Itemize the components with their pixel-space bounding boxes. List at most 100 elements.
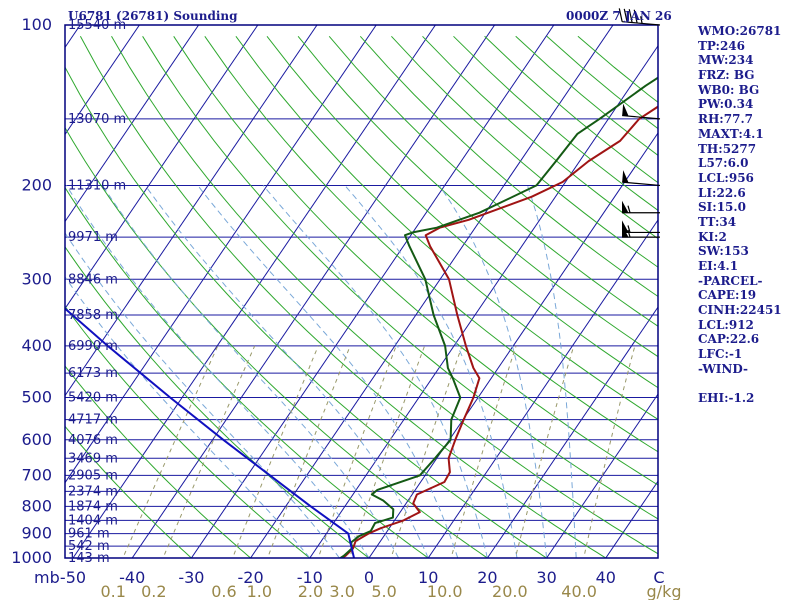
mixing-ratio-tick-label: 20.0 bbox=[492, 582, 528, 600]
temperature-tick-label: 30 bbox=[536, 568, 556, 587]
wind-barb bbox=[622, 170, 661, 187]
dry-adiabat-line bbox=[65, 66, 548, 558]
moist-adiabat-line bbox=[101, 185, 400, 558]
index-item: LCL:956 bbox=[698, 170, 754, 185]
height-label: 6990 m bbox=[68, 339, 118, 354]
index-item: -WIND- bbox=[698, 361, 748, 376]
parcel-trace bbox=[65, 307, 356, 558]
moist-adiabat-line bbox=[65, 185, 370, 558]
index-item: CINH:22451 bbox=[698, 303, 782, 318]
pressure-tick-label: 200 bbox=[21, 175, 52, 194]
isotherm-line bbox=[131, 25, 496, 558]
index-item: KI:2 bbox=[698, 229, 727, 244]
plot-frame bbox=[64, 24, 659, 559]
dry-adiabat-line bbox=[65, 246, 370, 558]
dry-adiabat-line bbox=[173, 36, 658, 486]
temperature-trace bbox=[340, 105, 658, 558]
index-item: CAPE:19 bbox=[698, 288, 757, 303]
height-label: 4076 m bbox=[68, 433, 118, 448]
height-label: 9971 m bbox=[68, 230, 118, 245]
index-item: TP:246 bbox=[698, 38, 746, 53]
index-item: MW:234 bbox=[698, 53, 754, 68]
mixing-ratio-tick-label: 1.0 bbox=[247, 582, 272, 600]
mixing-ratio-line bbox=[122, 345, 219, 558]
mixing-ratio-line bbox=[317, 345, 397, 558]
index-item: SW:153 bbox=[698, 244, 749, 259]
mixing-ratio-line bbox=[267, 345, 351, 558]
index-item: RH:77.7 bbox=[698, 112, 753, 127]
temperature-tick-label: 20 bbox=[477, 568, 497, 587]
wind-barb bbox=[622, 103, 661, 120]
index-item: EI:4.1 bbox=[698, 259, 739, 273]
moist-adiabat-line bbox=[65, 276, 311, 558]
index-item: LCL:912 bbox=[698, 317, 754, 332]
isotherm-line bbox=[545, 393, 658, 558]
station-title: U6781 (26781) Sounding bbox=[68, 9, 238, 23]
index-item: LI:22.6 bbox=[698, 185, 746, 200]
mixing-ratio-tick-label: 40.0 bbox=[561, 582, 597, 600]
isotherm-line bbox=[190, 25, 555, 558]
height-label: 11310 m bbox=[68, 178, 126, 193]
dry-adiabat-line bbox=[65, 126, 489, 558]
mixing-ratio-tick-label: 0.2 bbox=[141, 582, 166, 600]
height-label: 961 m bbox=[68, 527, 110, 542]
dry-adiabat-line bbox=[79, 36, 607, 558]
wind-barb bbox=[622, 200, 660, 214]
mixing-ratio-line bbox=[514, 345, 575, 558]
pressure-tick-label: 400 bbox=[21, 336, 52, 355]
dry-adiabat-line bbox=[297, 35, 658, 358]
dry-adiabat-line bbox=[111, 36, 658, 555]
height-label: 13070 m bbox=[68, 112, 126, 127]
height-label: 2905 m bbox=[68, 468, 118, 483]
height-label: 3469 m bbox=[68, 451, 118, 466]
index-item: -PARCEL- bbox=[698, 273, 763, 288]
index-item: EHI:-1.2 bbox=[698, 391, 755, 406]
mixing-ratio-tick-label: 2.0 bbox=[298, 582, 323, 600]
height-label: 8846 m bbox=[68, 272, 118, 287]
dry-adiabat-line bbox=[359, 35, 658, 298]
index-item: TT:34 bbox=[698, 214, 737, 229]
dry-adiabat-line bbox=[235, 36, 658, 420]
mixing-ratio-tick-label: 0.6 bbox=[211, 582, 236, 600]
height-label: 542 m bbox=[68, 539, 110, 554]
temperature-axis-end-label: C bbox=[653, 568, 664, 587]
temperature-tick-label: 0 bbox=[364, 568, 374, 587]
mixing-ratio-tick-label: 0.1 bbox=[101, 582, 126, 600]
isotherm-line bbox=[65, 25, 377, 484]
isotherm-line bbox=[486, 306, 658, 558]
isotherm-line bbox=[249, 25, 614, 558]
index-item: MAXT:4.1 bbox=[698, 126, 764, 141]
sounding-time: 0000Z 7 JAN 26 bbox=[566, 9, 672, 23]
mixing-ratio-unit-label: g/kg bbox=[647, 582, 682, 600]
index-item: CAP:22.6 bbox=[698, 332, 760, 347]
dry-adiabat-line bbox=[328, 35, 658, 327]
dry-adiabat-line bbox=[142, 36, 658, 520]
height-label: 143 m bbox=[68, 551, 110, 566]
mixing-ratio-tick-label: 10.0 bbox=[427, 582, 463, 600]
dewpoint-trace bbox=[338, 76, 658, 558]
moist-adiabat-line bbox=[197, 185, 459, 558]
isotherm-line bbox=[65, 25, 141, 136]
mixing-ratio-line bbox=[450, 345, 517, 558]
mixing-ratio-tick-label: 3.0 bbox=[329, 582, 354, 600]
moist-adiabat-line bbox=[438, 185, 548, 558]
isotherm-line bbox=[0, 13, 29, 569]
dry-adiabat-line bbox=[204, 36, 658, 453]
index-item: L57:6.0 bbox=[698, 156, 749, 171]
stability-indices-panel: WMO:26781 TP:246 MW:234 FRZ: BG WB0: BG PW:0.… bbox=[698, 24, 782, 406]
height-label: 1404 m bbox=[68, 513, 118, 528]
isotherm-line bbox=[65, 25, 200, 223]
isotherm-line bbox=[72, 25, 437, 558]
height-label: 2374 m bbox=[68, 484, 118, 499]
moist-adiabat-line bbox=[526, 185, 577, 558]
index-item: PW:0.34 bbox=[698, 97, 754, 112]
height-label: 6173 m bbox=[68, 366, 118, 381]
pressure-tick-label: 700 bbox=[21, 465, 52, 484]
dry-adiabat-line bbox=[65, 365, 252, 558]
dry-adiabat-line bbox=[266, 35, 658, 389]
mixing-ratio-line bbox=[162, 345, 256, 558]
temperature-tick-label: 40 bbox=[596, 568, 616, 587]
mixing-ratio-line bbox=[390, 345, 463, 558]
pressure-tick-label: 800 bbox=[21, 496, 52, 515]
